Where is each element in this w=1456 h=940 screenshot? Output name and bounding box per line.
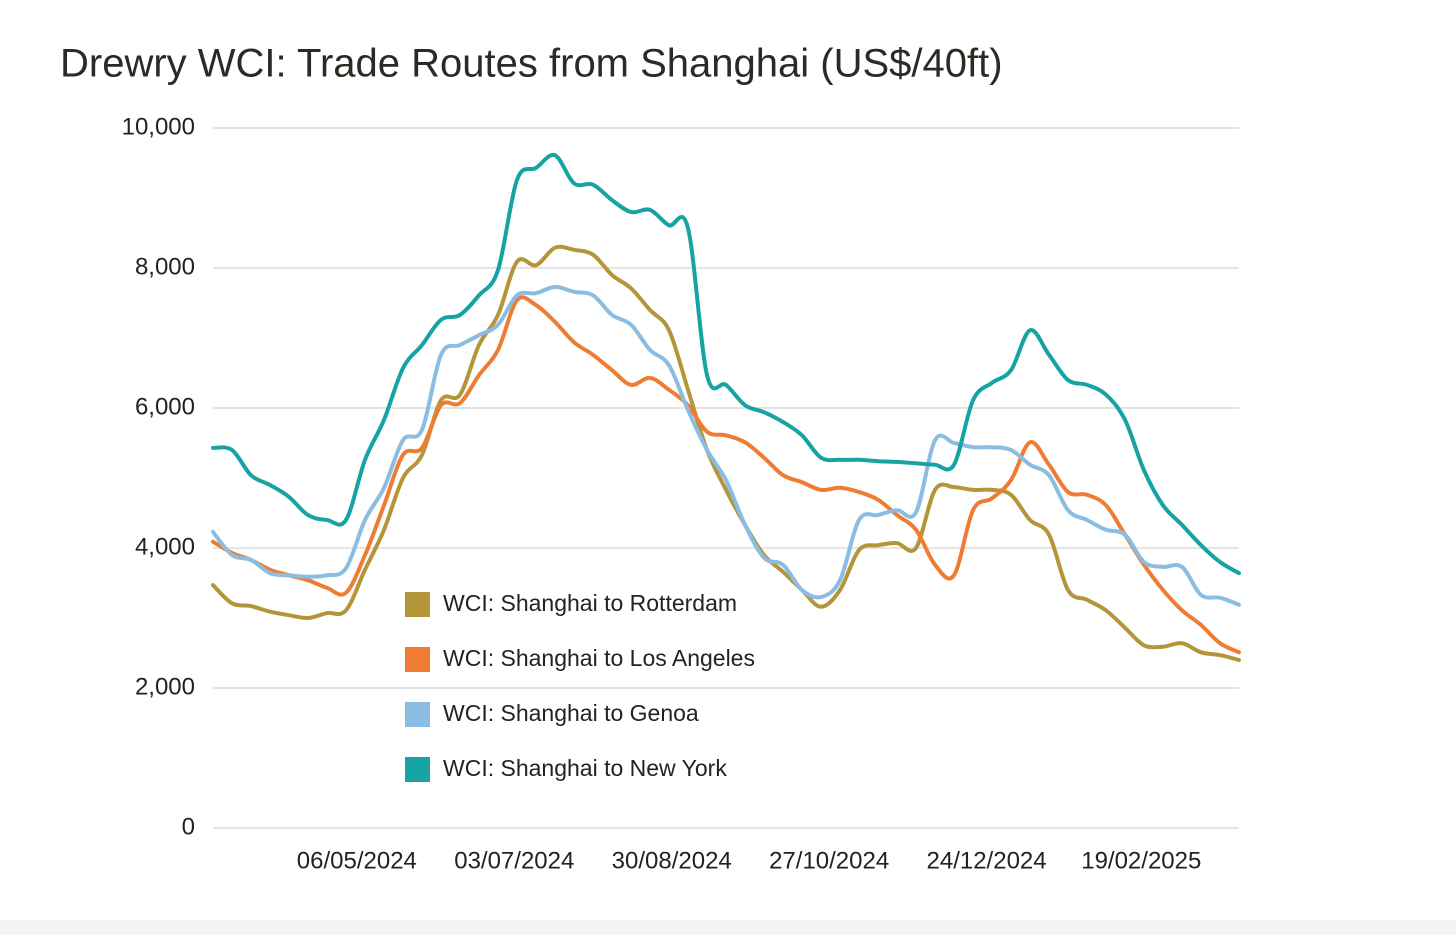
x-tick-label: 24/12/2024 [927, 847, 1047, 874]
legend-label: WCI: Shanghai to Los Angeles [443, 645, 755, 671]
x-tick-label: 27/10/2024 [769, 847, 889, 874]
legend-label: WCI: Shanghai to New York [443, 755, 727, 781]
legend-swatch [405, 647, 430, 672]
x-tick-label: 06/05/2024 [297, 847, 417, 874]
legend-label: WCI: Shanghai to Genoa [443, 700, 699, 726]
chart-title: Drewry WCI: Trade Routes from Shanghai (… [60, 42, 1003, 86]
legend-swatch [405, 702, 430, 727]
footer-strip [0, 920, 1456, 935]
lines [211, 152, 1241, 662]
series-line [211, 295, 1241, 655]
x-tick-label: 30/08/2024 [612, 847, 732, 874]
y-tick-label: 4,000 [135, 533, 195, 560]
y-tick-label: 6,000 [135, 393, 195, 420]
y-tick-label: 2,000 [135, 673, 195, 700]
x-tick-label: 19/02/2025 [1081, 847, 1201, 874]
legend: WCI: Shanghai to Rotterdam WCI: Shanghai … [405, 590, 755, 782]
series-line [211, 244, 1241, 662]
x-tick-label: 03/07/2024 [454, 847, 574, 874]
series-line [211, 284, 1241, 607]
y-tick-label: 10,000 [122, 113, 195, 140]
grid: 0 2,000 4,000 6,000 8,000 10,000 06/05/2024 03/… [122, 113, 1239, 874]
legend-swatch [405, 757, 430, 782]
legend-label: WCI: Shanghai to Rotterdam [443, 590, 737, 616]
y-tick-label: 0 [182, 813, 195, 840]
y-tick-label: 8,000 [135, 253, 195, 280]
series-line [211, 152, 1241, 576]
legend-swatch [405, 592, 430, 617]
